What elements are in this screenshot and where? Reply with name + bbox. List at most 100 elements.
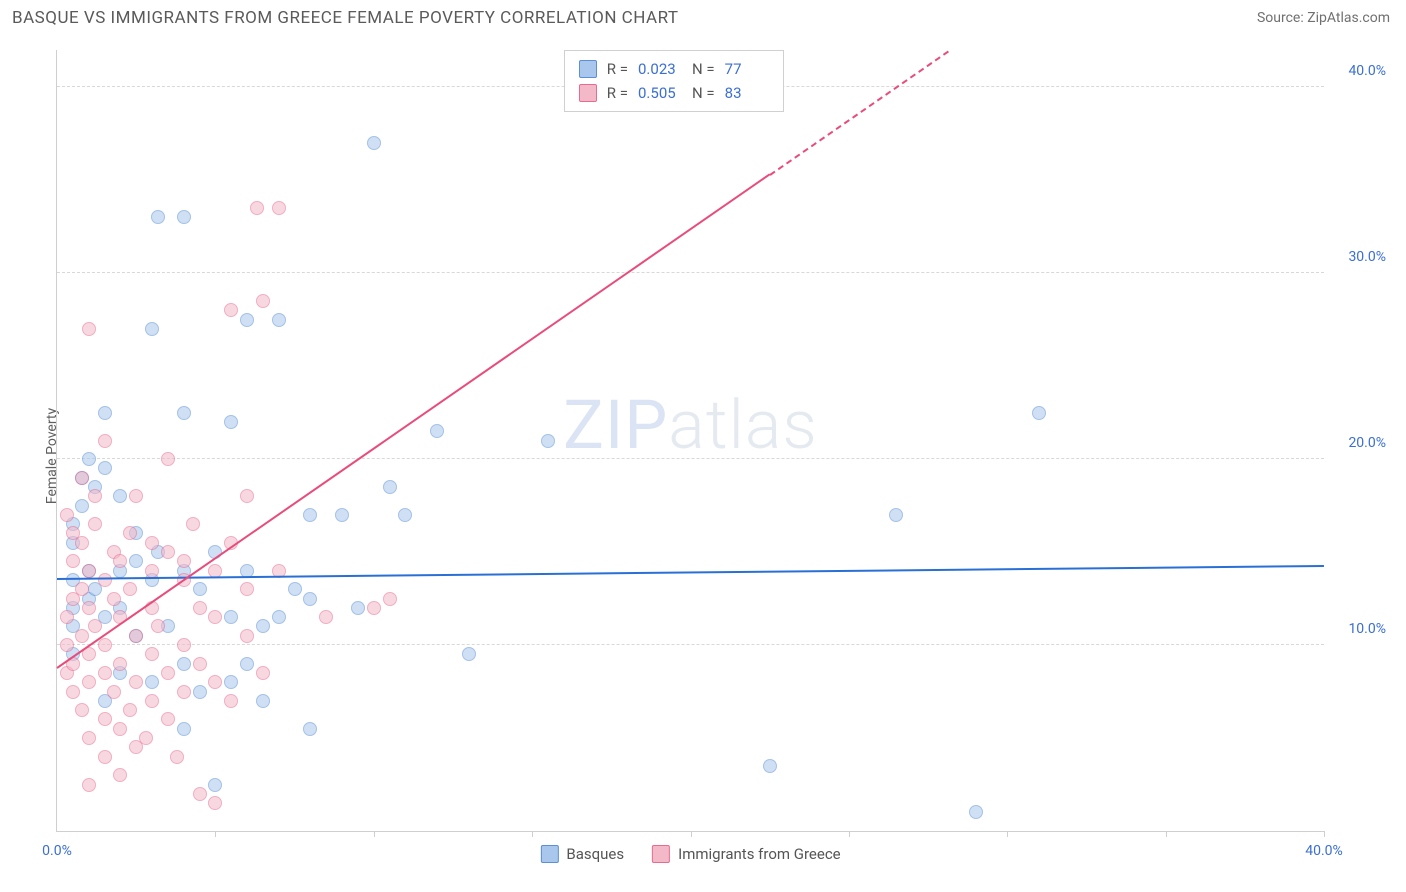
data-point — [145, 675, 159, 689]
data-point — [335, 508, 349, 522]
gridline — [57, 458, 1324, 459]
data-point — [98, 638, 112, 652]
data-point — [177, 685, 191, 699]
x-tick-mark — [691, 831, 692, 837]
data-point — [123, 526, 137, 540]
y-tick-label: 10.0% — [1330, 621, 1386, 637]
data-point — [145, 536, 159, 550]
data-point — [129, 675, 143, 689]
data-point — [541, 434, 555, 448]
legend-swatch — [579, 60, 597, 78]
trend-line — [769, 50, 949, 175]
legend-r-key: R = — [607, 57, 628, 81]
legend-n-key: N = — [692, 81, 715, 105]
data-point — [123, 582, 137, 596]
data-point — [208, 675, 222, 689]
data-point — [383, 592, 397, 606]
data-point — [889, 508, 903, 522]
data-point — [145, 564, 159, 578]
data-point — [256, 666, 270, 680]
data-point — [462, 647, 476, 661]
data-point — [161, 452, 175, 466]
data-point — [186, 517, 200, 531]
data-point — [383, 480, 397, 494]
data-point — [129, 554, 143, 568]
legend-r-value: 0.023 — [638, 57, 682, 81]
legend-swatch — [579, 84, 597, 102]
x-tick-mark — [1007, 831, 1008, 837]
chart-title: BASQUE VS IMMIGRANTS FROM GREECE FEMALE … — [12, 8, 679, 28]
data-point — [177, 657, 191, 671]
data-point — [88, 489, 102, 503]
data-point — [303, 508, 317, 522]
data-point — [250, 201, 264, 215]
data-point — [208, 778, 222, 792]
chart-container: Female Poverty ZIPatlas 10.0%20.0%30.0%4… — [12, 40, 1394, 872]
data-point — [75, 471, 89, 485]
legend-n-value: 83 — [725, 81, 769, 105]
data-point — [161, 712, 175, 726]
data-point — [75, 499, 89, 513]
data-point — [82, 731, 96, 745]
data-point — [240, 489, 254, 503]
data-point — [177, 406, 191, 420]
data-point — [123, 703, 137, 717]
data-point — [139, 731, 153, 745]
data-point — [193, 657, 207, 671]
data-point — [208, 610, 222, 624]
legend-item: Immigrants from Greece — [652, 845, 841, 863]
data-point — [145, 647, 159, 661]
correlation-legend: R =0.023N =77R =0.505N =83 — [564, 50, 784, 112]
data-point — [224, 610, 238, 624]
data-point — [60, 610, 74, 624]
data-point — [82, 778, 96, 792]
data-point — [60, 508, 74, 522]
source-label: Source: ZipAtlas.com — [1257, 10, 1390, 26]
data-point — [256, 619, 270, 633]
legend-row: R =0.023N =77 — [579, 57, 769, 81]
data-point — [367, 136, 381, 150]
data-point — [224, 415, 238, 429]
x-tick-mark — [532, 831, 533, 837]
plot-area: ZIPatlas 10.0%20.0%30.0%40.0%0.0%40.0%R … — [56, 50, 1324, 832]
header: BASQUE VS IMMIGRANTS FROM GREECE FEMALE … — [0, 0, 1406, 28]
data-point — [75, 582, 89, 596]
x-tick-mark — [1166, 831, 1167, 837]
data-point — [113, 768, 127, 782]
trend-line — [56, 174, 770, 669]
data-point — [288, 582, 302, 596]
data-point — [113, 554, 127, 568]
x-tick-mark — [374, 831, 375, 837]
data-point — [98, 406, 112, 420]
data-point — [60, 638, 74, 652]
data-point — [161, 666, 175, 680]
data-point — [170, 750, 184, 764]
data-point — [107, 685, 121, 699]
data-point — [398, 508, 412, 522]
data-point — [240, 657, 254, 671]
legend-label: Basques — [566, 845, 624, 863]
data-point — [224, 675, 238, 689]
data-point — [98, 712, 112, 726]
data-point — [88, 619, 102, 633]
data-point — [303, 592, 317, 606]
data-point — [82, 675, 96, 689]
data-point — [240, 313, 254, 327]
data-point — [430, 424, 444, 438]
legend-r-value: 0.505 — [638, 81, 682, 105]
data-point — [82, 564, 96, 578]
data-point — [161, 545, 175, 559]
data-point — [177, 554, 191, 568]
legend-r-key: R = — [607, 81, 628, 105]
data-point — [98, 573, 112, 587]
legend-row: R = 0.505 N = 83 — [579, 81, 769, 105]
watermark-thin: atlas — [668, 385, 818, 465]
data-point — [75, 629, 89, 643]
data-point — [145, 694, 159, 708]
legend-item: Basques — [540, 845, 624, 863]
data-point — [256, 294, 270, 308]
legend-swatch — [652, 845, 670, 863]
data-point — [193, 582, 207, 596]
data-point — [303, 722, 317, 736]
legend-label: Immigrants from Greece — [678, 845, 841, 863]
